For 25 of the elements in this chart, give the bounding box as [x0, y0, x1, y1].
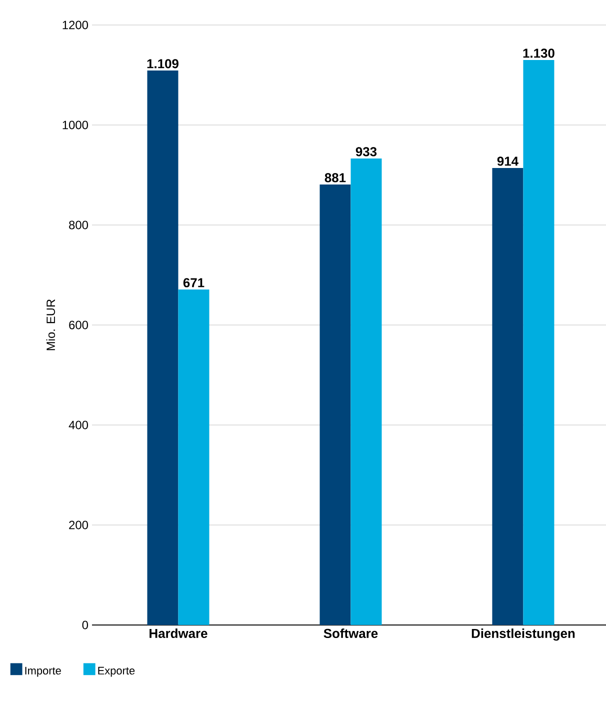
legend-label: Importe — [25, 666, 61, 677]
data-label: 671 — [183, 278, 204, 288]
data-label: 881 — [324, 173, 346, 182]
y-tick-label: 400 — [68, 420, 88, 430]
y-axis-title: Mio. EUR — [46, 299, 56, 350]
data-label: 1.109 — [147, 59, 178, 68]
y-tick-label: 600 — [69, 320, 88, 330]
y-tick-label: 0 — [82, 620, 88, 630]
bar — [147, 70, 178, 625]
bar — [523, 60, 554, 625]
data-label: 1.130 — [523, 48, 554, 58]
legend-label: Exporte — [98, 666, 135, 677]
y-tick-label: 200 — [69, 520, 88, 530]
y-tick-label: 1000 — [62, 120, 88, 130]
y-tick-label: 800 — [69, 220, 88, 230]
x-tick-label: Dienstleistungen — [472, 628, 575, 641]
bar — [320, 184, 351, 625]
x-tick-label: Hardware — [150, 628, 208, 638]
data-label: 933 — [356, 147, 377, 156]
bar — [178, 289, 210, 625]
x-tick-label: Software — [324, 628, 378, 638]
bar — [350, 158, 382, 625]
data-label: 914 — [497, 156, 518, 166]
bar — [492, 168, 524, 625]
y-tick-label: 1200 — [62, 20, 88, 30]
